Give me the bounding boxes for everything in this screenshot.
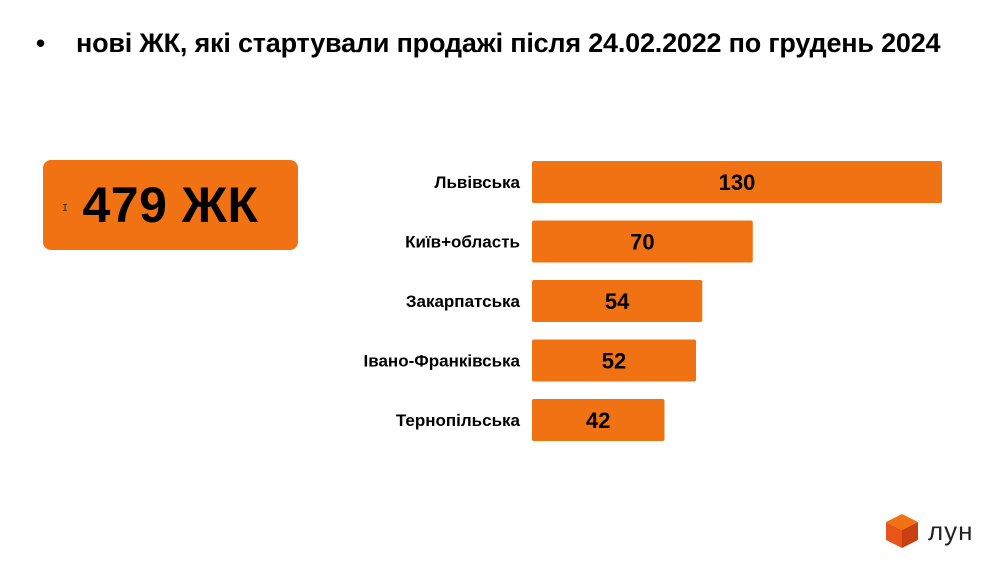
text-cursor-icon: I [62, 203, 69, 214]
bar-5 [532, 399, 665, 441]
slide-title: нові ЖК, які стартували продажі після 24… [76, 28, 941, 58]
bullet-point: • [36, 28, 46, 58]
bar-value-label: 54 [605, 289, 630, 314]
bar-value-label: 70 [630, 230, 654, 255]
bar-3 [532, 280, 703, 322]
total-count-box: 479 ЖК [43, 160, 298, 250]
category-label: Львівська [435, 173, 521, 192]
category-label: Київ+область [405, 233, 520, 252]
bar-1 [532, 161, 942, 203]
bar-value-label: 42 [586, 408, 610, 433]
slide-title-row: • нові ЖК, які стартували продажі після … [36, 28, 986, 59]
bar-value-label: 52 [602, 349, 626, 374]
bar-4 [532, 339, 696, 382]
brand-logo-text: лун [928, 515, 974, 546]
brand-logo: лун [884, 512, 974, 550]
cube-logo-icon [886, 514, 918, 548]
category-label: Тернопільська [396, 411, 521, 430]
total-count-value: 479 ЖК [82, 177, 259, 233]
bar-2 [532, 220, 753, 263]
category-label: Закарпатська [406, 292, 521, 311]
category-label: Івано-Франківська [364, 352, 521, 371]
bar-value-label: 130 [719, 170, 756, 195]
